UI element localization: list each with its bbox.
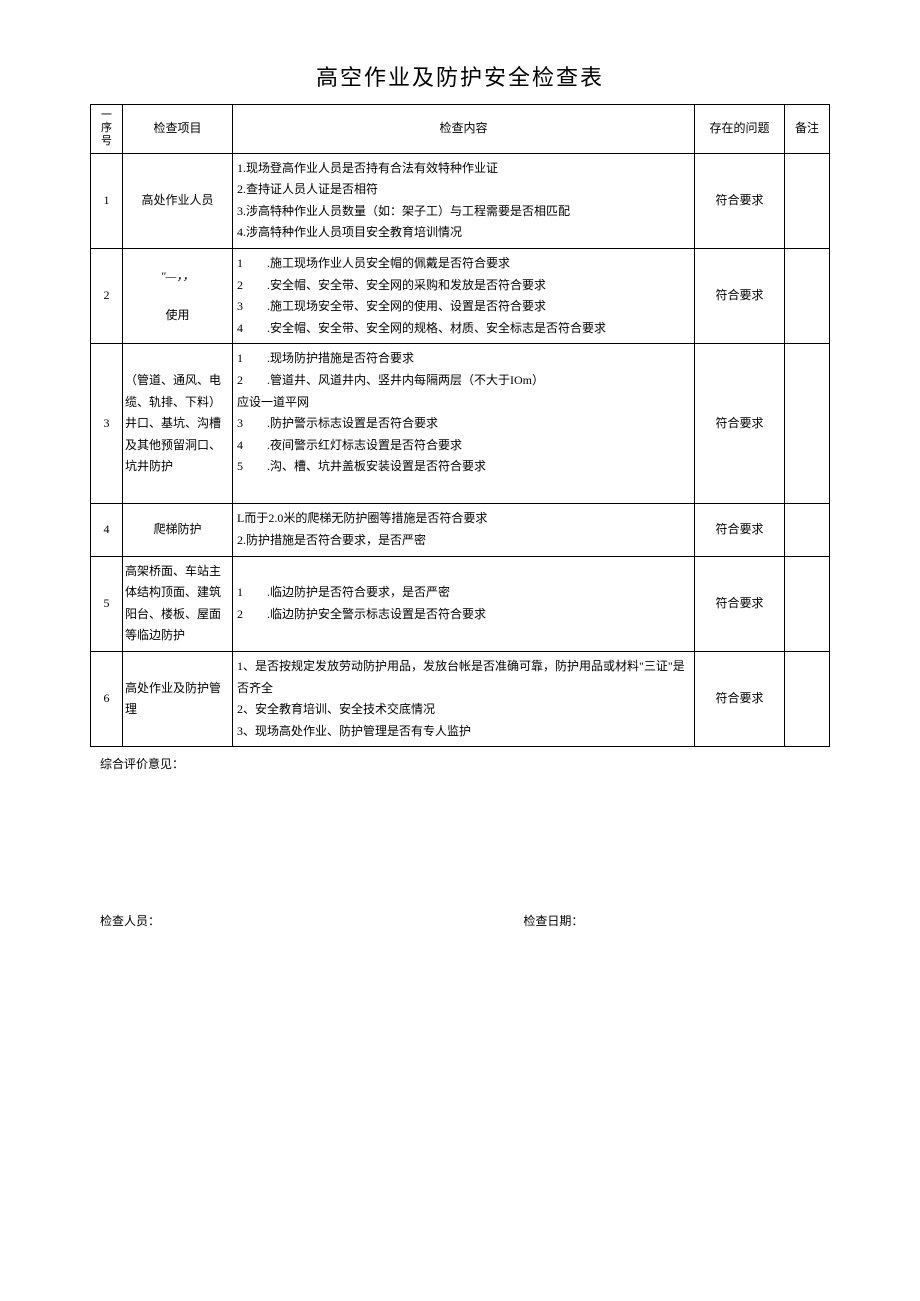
signature-row: 检查人员： 检查日期：	[90, 912, 830, 929]
row-issue: 符合要求	[695, 652, 785, 747]
table-row: 2 "—，， 使用 1 .施工现场作业人员安全帽的佩戴是否符合要求 2 .安全帽…	[91, 248, 830, 343]
row-content: L而于2.0米的爬梯无防护圈等措施是否符合要求 2.防护措施是否符合要求，是否严…	[233, 504, 695, 556]
row-content: 1、是否按规定发放劳动防护用品，发放台帐是否准确可靠，防护用品或材料"三证"是否…	[233, 652, 695, 747]
row-seq: 6	[91, 652, 123, 747]
row-content: 1 .临边防护是否符合要求，是否严密 2 .临边防护安全警示标志设置是否符合要求	[233, 556, 695, 651]
row-content: 1 .施工现场作业人员安全帽的佩戴是否符合要求 2 .安全帽、安全带、安全网的采…	[233, 248, 695, 343]
row-seq: 1	[91, 153, 123, 248]
row-seq: 2	[91, 248, 123, 343]
row-issue: 符合要求	[695, 556, 785, 651]
header-row: 一 序 号 检查项目 检查内容 存在的问题 备注	[91, 105, 830, 154]
row-note	[785, 556, 830, 651]
checklist-table: 一 序 号 检查项目 检查内容 存在的问题 备注 1 高处作业人员 1.现场登高…	[90, 104, 830, 747]
row-item: 高处作业人员	[123, 153, 233, 248]
table-row: 3 （管道、通风、电缆、轨排、下料）井口、基坑、沟槽及其他预留洞口、坑井防护 1…	[91, 344, 830, 504]
row-note	[785, 504, 830, 556]
header-content: 检查内容	[233, 105, 695, 154]
table-row: 6 高处作业及防护管理 1、是否按规定发放劳动防护用品，发放台帐是否准确可靠，防…	[91, 652, 830, 747]
table-row: 5 高架桥面、车站主体结构顶面、建筑阳台、楼板、屋面等临边防护 1 .临边防护是…	[91, 556, 830, 651]
row-item: 高处作业及防护管理	[123, 652, 233, 747]
row-seq: 3	[91, 344, 123, 504]
row-item: （管道、通风、电缆、轨排、下料）井口、基坑、沟槽及其他预留洞口、坑井防护	[123, 344, 233, 504]
header-seq: 一 序 号	[91, 105, 123, 154]
document-title: 高空作业及防护安全检查表	[90, 60, 830, 92]
header-note: 备注	[785, 105, 830, 154]
header-issue: 存在的问题	[695, 105, 785, 154]
date-label: 检查日期：	[523, 912, 830, 929]
row-issue: 符合要求	[695, 248, 785, 343]
header-item: 检查项目	[123, 105, 233, 154]
row-item: 高架桥面、车站主体结构顶面、建筑阳台、楼板、屋面等临边防护	[123, 556, 233, 651]
row-note	[785, 153, 830, 248]
row-seq: 4	[91, 504, 123, 556]
row-note	[785, 652, 830, 747]
row-content: 1.现场登高作业人员是否持有合法有效特种作业证 2.查持证人员人证是否相符 3.…	[233, 153, 695, 248]
row-issue: 符合要求	[695, 153, 785, 248]
row-note	[785, 344, 830, 504]
table-row: 1 高处作业人员 1.现场登高作业人员是否持有合法有效特种作业证 2.查持证人员…	[91, 153, 830, 248]
row-note	[785, 248, 830, 343]
row-content: 1 .现场防护措施是否符合要求 2 .管道井、风道井内、竖井内每隔两层（不大于I…	[233, 344, 695, 504]
row-item: "—，， 使用	[123, 248, 233, 343]
row-issue: 符合要求	[695, 504, 785, 556]
row-seq: 5	[91, 556, 123, 651]
row-item: 爬梯防护	[123, 504, 233, 556]
evaluation-label: 综合评价意见：	[90, 755, 830, 772]
table-row: 4 爬梯防护 L而于2.0米的爬梯无防护圈等措施是否符合要求 2.防护措施是否符…	[91, 504, 830, 556]
inspector-label: 检查人员：	[100, 912, 523, 929]
row-issue: 符合要求	[695, 344, 785, 504]
